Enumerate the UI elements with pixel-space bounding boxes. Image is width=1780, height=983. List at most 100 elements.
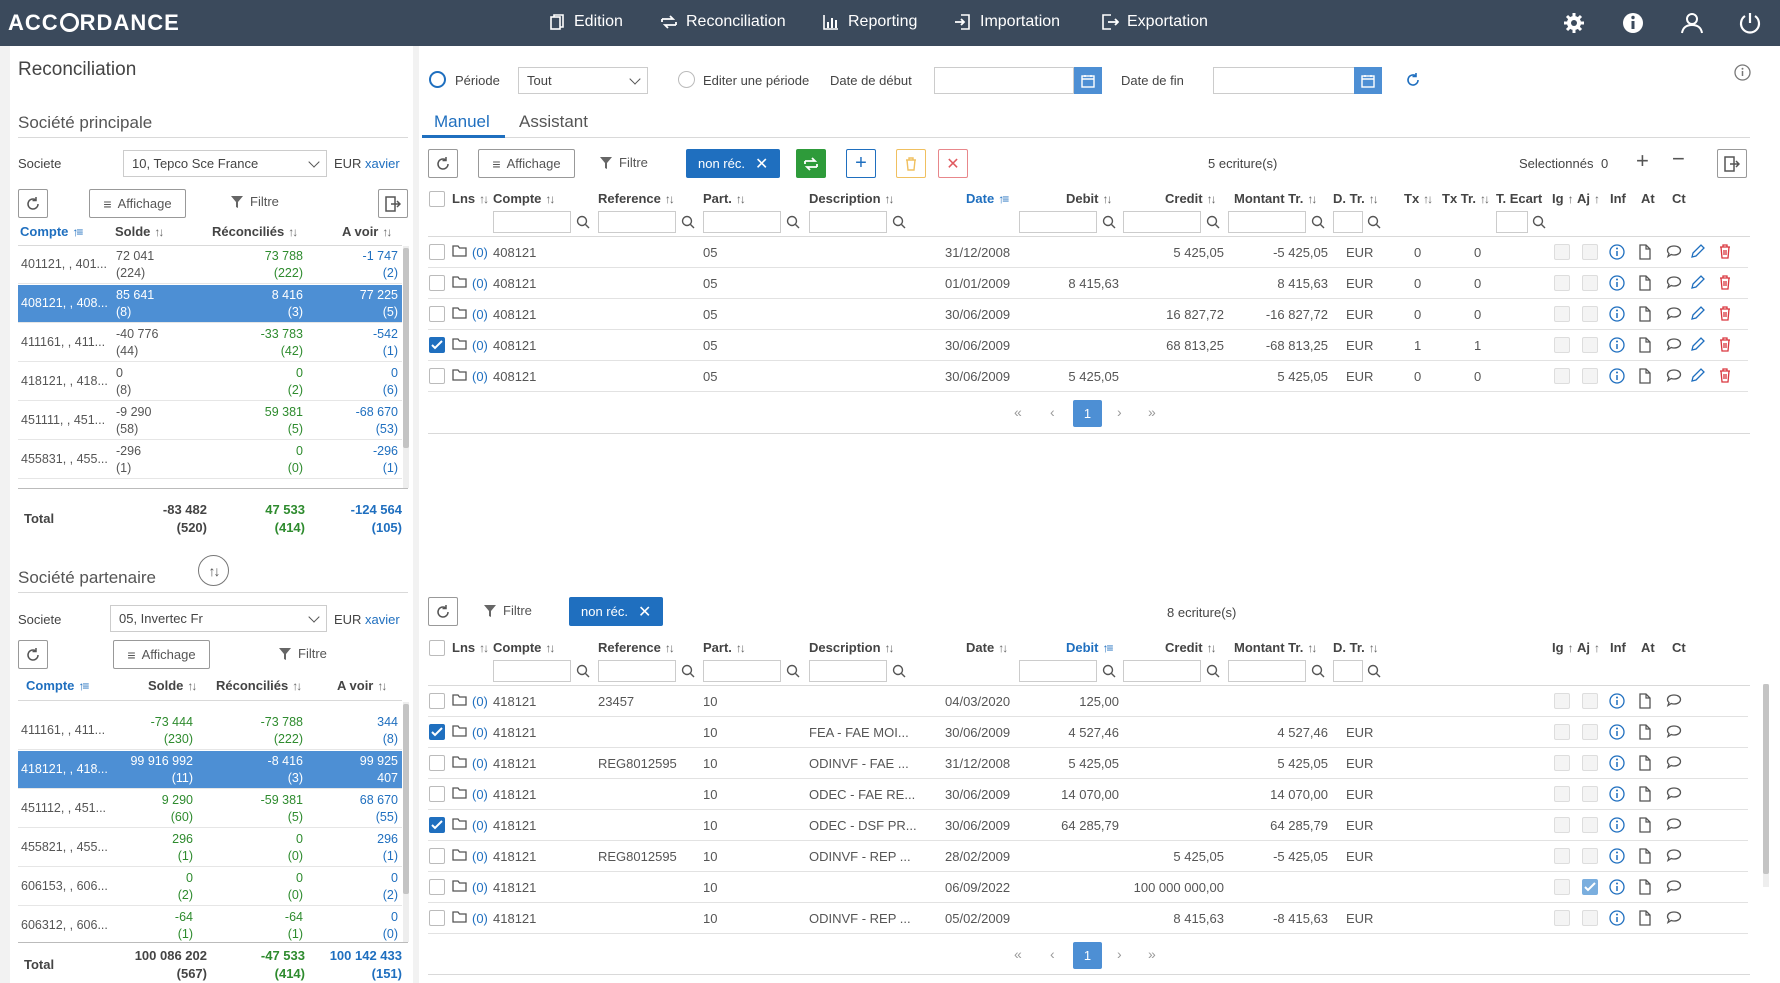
- lines-link[interactable]: (0): [472, 307, 488, 322]
- lines-link[interactable]: (0): [472, 694, 488, 709]
- folder-icon[interactable]: [452, 368, 468, 384]
- ignore-checkbox[interactable]: [1554, 275, 1570, 291]
- col-at[interactable]: At: [1641, 191, 1655, 206]
- comment-icon[interactable]: [1666, 368, 1682, 384]
- affichage-button[interactable]: ≡ Affichage: [113, 640, 210, 669]
- folder-icon[interactable]: [452, 724, 468, 740]
- attachment-icon[interactable]: [1638, 693, 1654, 709]
- col-montant-tr[interactable]: Montant Tr. ↑↓: [1234, 640, 1317, 655]
- close-icon[interactable]: ✕: [754, 155, 769, 173]
- search-icon[interactable]: [576, 215, 590, 229]
- pager-next[interactable]: ›: [1117, 404, 1122, 420]
- filtre-button[interactable]: Filtre: [230, 194, 279, 209]
- date-fin-input[interactable]: [1213, 67, 1355, 94]
- scrollbar[interactable]: [1763, 684, 1769, 887]
- pager-current-page[interactable]: 1: [1073, 400, 1102, 427]
- col-credit[interactable]: Credit ↑↓: [1165, 191, 1217, 206]
- info-icon[interactable]: [1609, 848, 1625, 864]
- attachment-icon[interactable]: [1638, 879, 1654, 895]
- comment-icon[interactable]: [1666, 755, 1682, 771]
- folder-icon[interactable]: [452, 817, 468, 833]
- table-row[interactable]: (0) 418121 10 FEA - FAE MOI... 30/06/2009 4 5…: [428, 717, 1748, 748]
- nav-importation[interactable]: Importation: [954, 13, 1060, 31]
- table-row[interactable]: 411161, , 411... -40 776 (44) -33 783 (42) -5…: [18, 324, 402, 362]
- row-checkbox[interactable]: [429, 848, 445, 864]
- table-row[interactable]: (0) 418121 10 ODEC - FAE RE... 30/06/2009 14 …: [428, 779, 1748, 810]
- folder-icon[interactable]: [452, 337, 468, 353]
- search-icon[interactable]: [1102, 215, 1116, 229]
- col-d-tr[interactable]: D. Tr. ↑↓: [1333, 191, 1379, 206]
- reconcile-button[interactable]: [796, 149, 826, 178]
- search-icon[interactable]: [1206, 664, 1220, 678]
- scrollbar[interactable]: [403, 702, 409, 942]
- adjust-checkbox[interactable]: [1582, 724, 1598, 740]
- refresh-button[interactable]: [428, 597, 458, 626]
- folder-icon[interactable]: [452, 910, 468, 926]
- adjust-checkbox[interactable]: [1582, 337, 1598, 353]
- search-icon[interactable]: [1102, 664, 1116, 678]
- adjust-checkbox[interactable]: [1582, 244, 1598, 260]
- filter-debit-input[interactable]: [1019, 660, 1097, 682]
- edit-icon[interactable]: [1690, 275, 1706, 291]
- refresh-button[interactable]: [428, 149, 458, 178]
- comment-icon[interactable]: [1666, 275, 1682, 291]
- col-tx[interactable]: Tx ↑↓: [1404, 191, 1433, 206]
- adjust-checkbox[interactable]: [1582, 368, 1598, 384]
- filter-debit-input[interactable]: [1019, 211, 1097, 233]
- col-inf[interactable]: Inf: [1610, 191, 1626, 206]
- filter-reference-input[interactable]: [598, 211, 676, 233]
- table-row[interactable]: 451111, , 451... -9 290 (58) 59 381 (5) -68 6…: [18, 402, 402, 440]
- info-icon[interactable]: [1734, 64, 1751, 81]
- table-row[interactable]: (0) 408121 05 31/12/2008 5 425,05 -5 425,05 EU…: [428, 237, 1748, 268]
- filter-credit-input[interactable]: [1123, 211, 1201, 233]
- col-avoir[interactable]: A voir ↑↓: [337, 678, 387, 698]
- col-solde[interactable]: Solde ↑↓: [115, 224, 164, 244]
- lines-link[interactable]: (0): [472, 369, 488, 384]
- info-icon[interactable]: [1609, 244, 1625, 260]
- search-icon[interactable]: [576, 664, 590, 678]
- row-checkbox[interactable]: [429, 693, 445, 709]
- tab-manuel[interactable]: Manuel: [434, 112, 490, 131]
- col-t-ecart[interactable]: T. Ecart: [1496, 191, 1543, 206]
- row-checkbox[interactable]: [429, 368, 445, 384]
- lines-link[interactable]: (0): [472, 338, 488, 353]
- attachment-icon[interactable]: [1638, 755, 1654, 771]
- table-row[interactable]: (0) 418121 10 ODINVF - REP ... 05/02/2009 8 4…: [428, 903, 1748, 934]
- filter-tecart-input[interactable]: [1496, 211, 1528, 233]
- edit-icon[interactable]: [1690, 368, 1706, 384]
- table-row[interactable]: 455821, , 455... 296 (1) 0 (0) 296 (1): [18, 829, 402, 867]
- edit-icon[interactable]: [1690, 337, 1706, 353]
- folder-icon[interactable]: [452, 879, 468, 895]
- edit-icon[interactable]: [1690, 306, 1706, 322]
- user-link[interactable]: xavier: [365, 612, 400, 627]
- info-icon[interactable]: [1609, 817, 1625, 833]
- lines-link[interactable]: (0): [472, 818, 488, 833]
- pager-last[interactable]: »: [1148, 404, 1156, 420]
- col-reconcilies[interactable]: Réconciliés ↑↓: [216, 678, 302, 698]
- filter-part-input[interactable]: [703, 211, 781, 233]
- info-icon[interactable]: [1621, 11, 1645, 35]
- affichage-button[interactable]: ≡ Affichage: [478, 149, 575, 178]
- table-row[interactable]: 411161, , 411... -73 444 (230) -73 788 (222)…: [18, 712, 402, 750]
- col-reconcilies[interactable]: Réconciliés ↑↓: [212, 224, 298, 244]
- col-description[interactable]: Description ↑↓: [809, 191, 895, 206]
- folder-icon[interactable]: [452, 848, 468, 864]
- ignore-checkbox[interactable]: [1554, 755, 1570, 771]
- search-icon[interactable]: [681, 215, 695, 229]
- row-checkbox[interactable]: [429, 275, 445, 291]
- pager-first[interactable]: «: [1014, 404, 1022, 420]
- row-checkbox[interactable]: [429, 879, 445, 895]
- lines-link[interactable]: (0): [472, 787, 488, 802]
- expand-plus-icon[interactable]: +: [1636, 148, 1649, 173]
- ignore-checkbox[interactable]: [1554, 724, 1570, 740]
- tab-assistant[interactable]: Assistant: [519, 112, 588, 131]
- col-lns[interactable]: Lns ↑↓: [452, 191, 489, 206]
- filter-tag-non-rec[interactable]: non réc. ✕: [569, 597, 664, 626]
- delete-selection-button[interactable]: [896, 149, 926, 178]
- export-button[interactable]: [1717, 149, 1747, 178]
- user-link[interactable]: xavier: [365, 156, 400, 171]
- ignore-checkbox[interactable]: [1554, 848, 1570, 864]
- trash-icon[interactable]: [1718, 368, 1734, 384]
- col-lns[interactable]: Lns ↑↓: [452, 640, 489, 655]
- ignore-checkbox[interactable]: [1554, 337, 1570, 353]
